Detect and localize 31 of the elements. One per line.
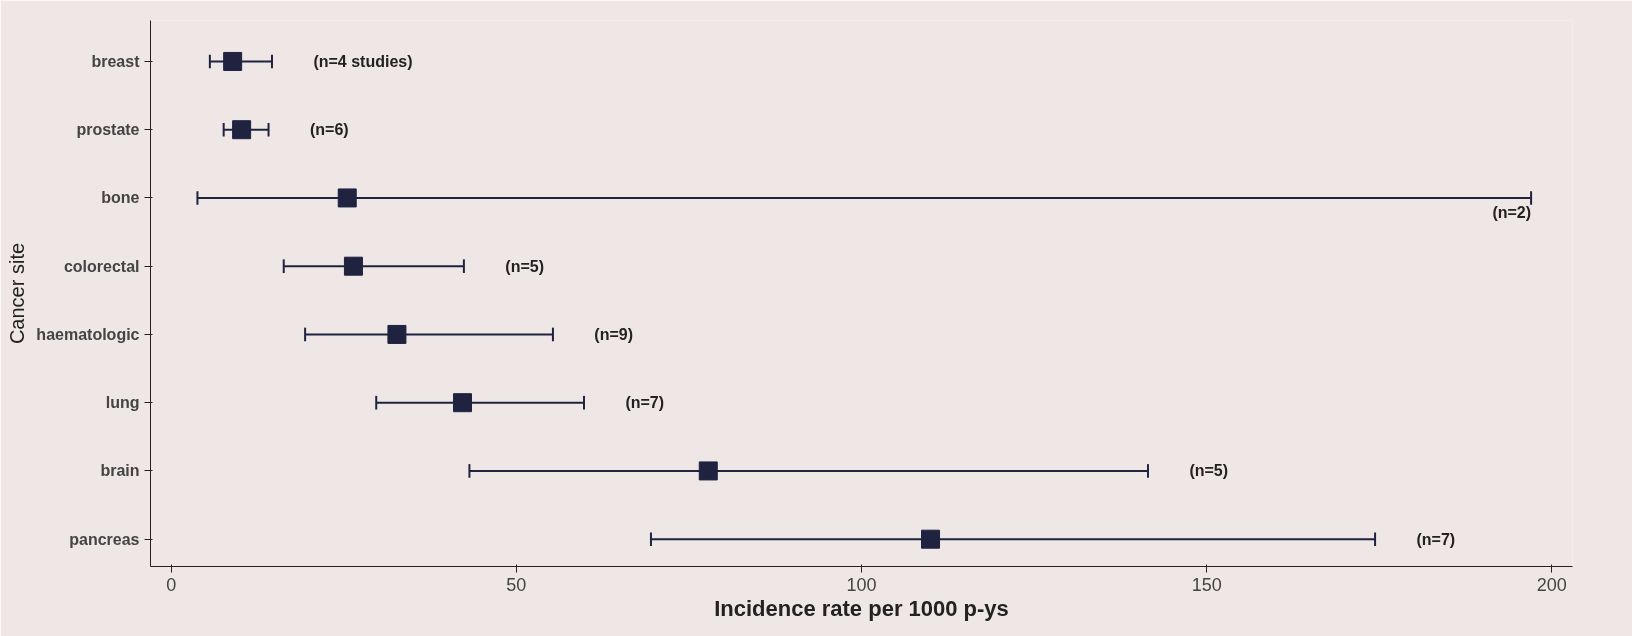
annotation: (n=7) bbox=[625, 394, 665, 412]
x-tick-label: 50 bbox=[506, 574, 527, 595]
y-axis-title: Cancer site bbox=[6, 242, 29, 345]
y-tick-label: breast bbox=[91, 52, 141, 70]
y-tick-label: colorectal bbox=[63, 257, 140, 275]
annotation: (n=7) bbox=[1416, 530, 1456, 548]
x-tick-label: 150 bbox=[1191, 574, 1222, 595]
x-tick-label: 200 bbox=[1536, 574, 1567, 595]
point bbox=[387, 324, 407, 344]
x-tick-label: 100 bbox=[846, 574, 877, 595]
y-tick-label: brain bbox=[100, 462, 140, 480]
y-tick-label: haematologic bbox=[36, 325, 140, 343]
x-tick-label: 0 bbox=[166, 574, 177, 595]
y-tick-label: prostate bbox=[76, 121, 140, 139]
y-tick-label: pancreas bbox=[69, 530, 140, 548]
point bbox=[453, 393, 473, 413]
annotation: (n=4 studies) bbox=[313, 52, 413, 70]
point bbox=[232, 120, 252, 140]
point bbox=[921, 529, 941, 549]
point bbox=[337, 188, 357, 208]
point bbox=[223, 51, 243, 71]
x-axis-title: Incidence rate per 1000 p-ys bbox=[714, 595, 1009, 621]
annotation: (n=2) bbox=[1492, 204, 1532, 222]
point bbox=[698, 461, 718, 481]
annotation: (n=5) bbox=[1189, 462, 1229, 480]
annotation: (n=5) bbox=[505, 257, 544, 275]
y-tick-label: bone bbox=[101, 189, 140, 207]
point bbox=[343, 256, 363, 276]
annotation: (n=6) bbox=[309, 121, 349, 139]
annotation: (n=9) bbox=[594, 325, 634, 343]
y-tick-label: lung bbox=[105, 394, 140, 412]
